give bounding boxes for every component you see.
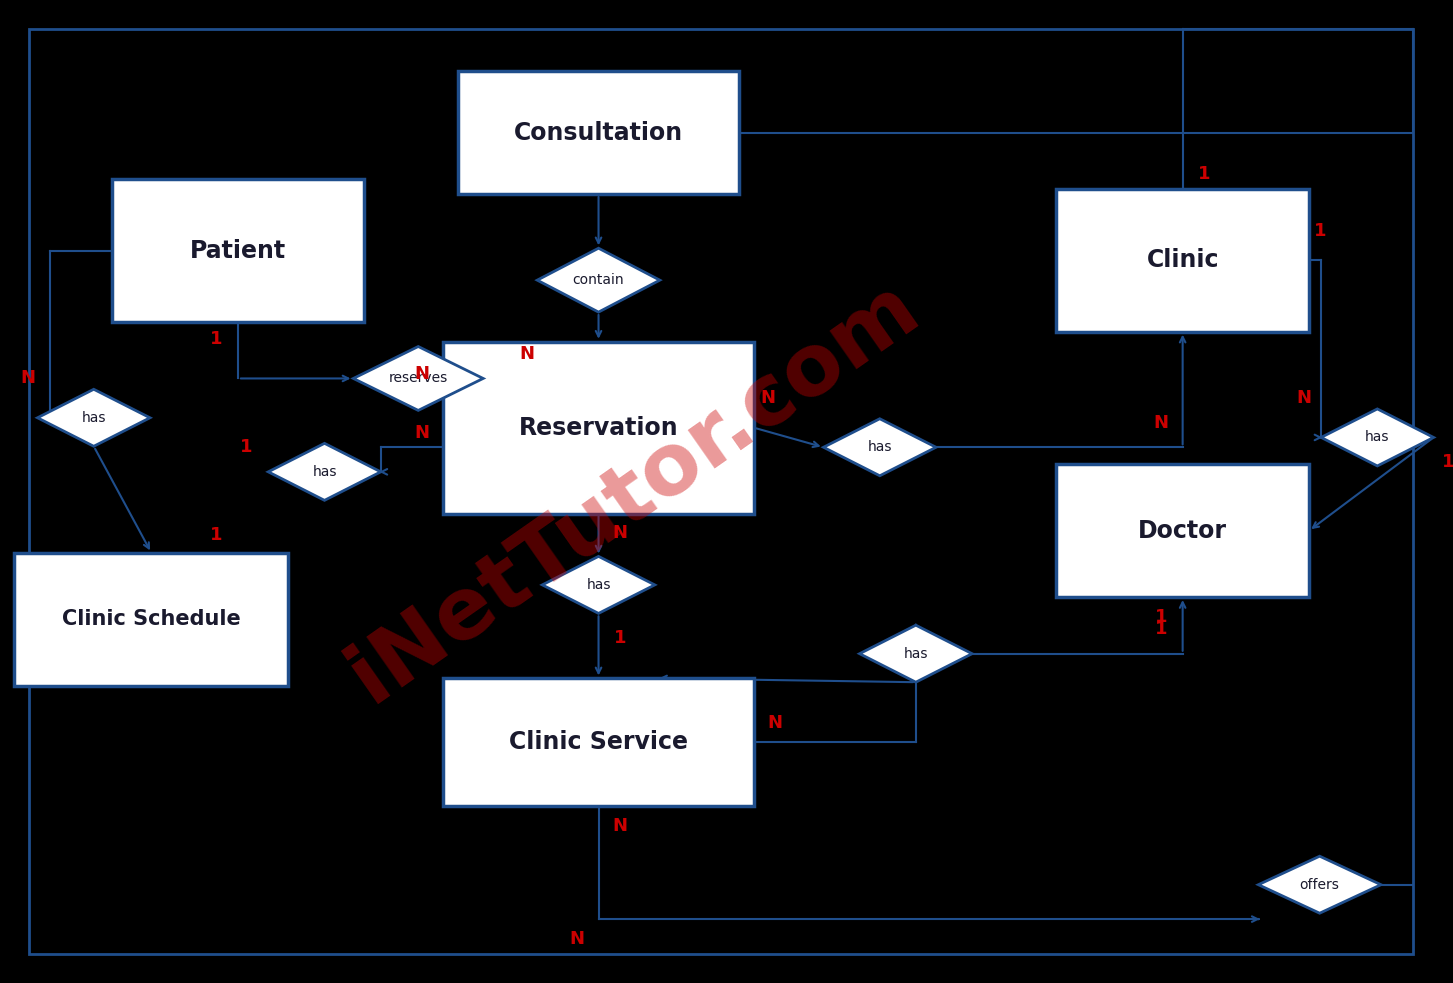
Text: 1: 1 <box>615 629 626 647</box>
Bar <box>15 552 289 686</box>
Bar <box>443 342 754 514</box>
Text: Clinic: Clinic <box>1146 249 1219 272</box>
Bar <box>1056 464 1309 597</box>
Text: 1: 1 <box>211 526 222 545</box>
Text: contain: contain <box>572 273 625 287</box>
Text: N: N <box>1296 389 1311 407</box>
Bar <box>112 180 365 322</box>
Text: 1: 1 <box>1441 453 1453 471</box>
Text: has: has <box>867 440 892 454</box>
Polygon shape <box>538 249 660 313</box>
Text: 1: 1 <box>1314 222 1327 240</box>
Text: has: has <box>1366 431 1389 444</box>
Text: Clinic Service: Clinic Service <box>509 730 689 754</box>
Polygon shape <box>824 419 936 476</box>
Text: Reservation: Reservation <box>519 416 679 439</box>
Bar <box>443 678 754 806</box>
Bar <box>458 72 740 195</box>
Polygon shape <box>1321 409 1434 466</box>
Text: N: N <box>1154 414 1168 432</box>
Text: reserves: reserves <box>388 372 448 385</box>
Text: N: N <box>519 345 533 363</box>
Text: has: has <box>904 647 928 661</box>
Text: N: N <box>570 930 584 948</box>
Bar <box>1056 189 1309 332</box>
Text: 1: 1 <box>240 438 253 456</box>
Polygon shape <box>269 443 381 500</box>
Text: has: has <box>81 411 106 425</box>
Text: 1: 1 <box>1155 607 1167 626</box>
Text: Doctor: Doctor <box>1138 519 1228 543</box>
Text: N: N <box>767 714 783 731</box>
Text: N: N <box>613 524 628 543</box>
Text: Clinic Schedule: Clinic Schedule <box>62 609 241 629</box>
Text: N: N <box>20 370 35 387</box>
Polygon shape <box>860 625 972 682</box>
Text: N: N <box>414 424 429 441</box>
Text: 1: 1 <box>1199 165 1210 184</box>
Text: N: N <box>760 389 776 407</box>
Polygon shape <box>1258 856 1380 913</box>
Text: offers: offers <box>1300 878 1340 892</box>
Text: has: has <box>586 578 610 592</box>
Text: has: has <box>312 465 337 479</box>
Text: N: N <box>613 817 628 835</box>
Text: Patient: Patient <box>190 239 286 262</box>
Text: 1: 1 <box>1155 620 1167 638</box>
Text: N: N <box>414 365 429 382</box>
Text: 1: 1 <box>211 330 222 348</box>
Polygon shape <box>542 556 655 613</box>
Text: Consultation: Consultation <box>514 121 683 145</box>
Polygon shape <box>38 389 150 446</box>
Polygon shape <box>353 347 484 411</box>
Text: iNetTutor.com: iNetTutor.com <box>334 263 934 720</box>
